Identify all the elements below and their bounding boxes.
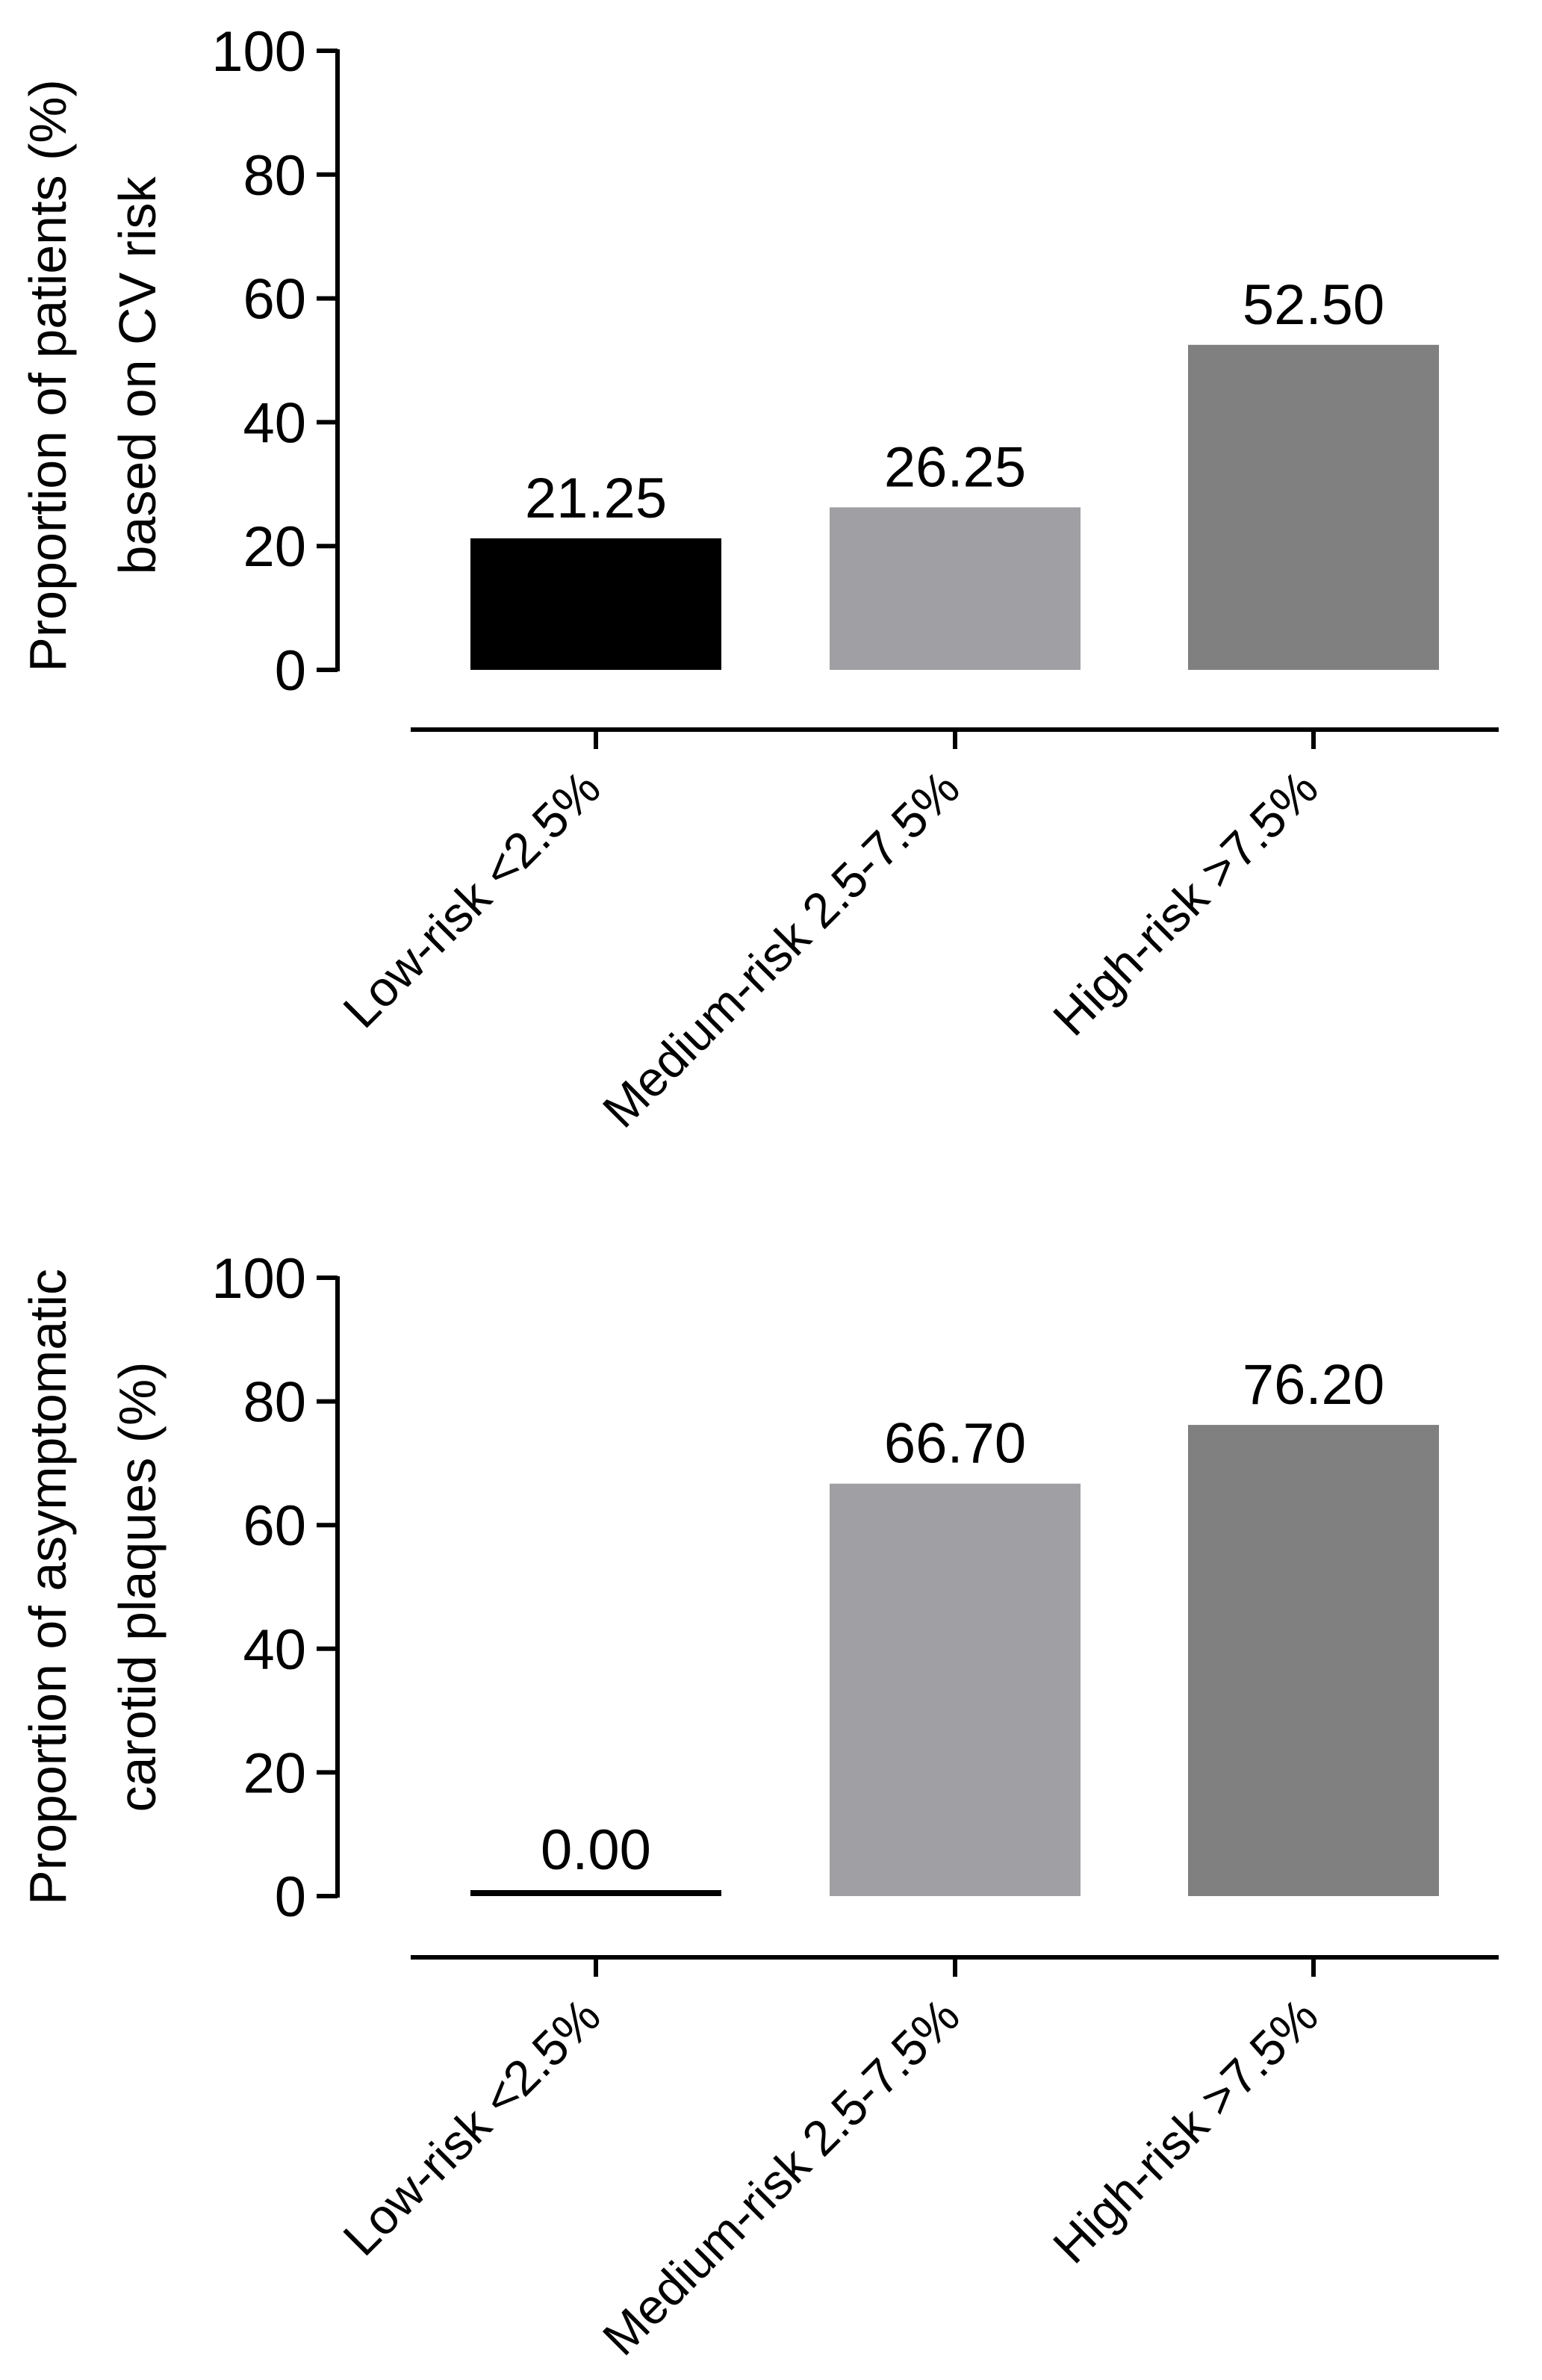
bar-value-label: 26.25: [884, 435, 1026, 499]
y-tick-label: 60: [243, 268, 306, 332]
y-tick-label: 40: [243, 391, 306, 455]
bar: [470, 538, 721, 670]
y-tick-label: 0: [275, 1865, 306, 1929]
x-category-label: Medium-risk 2.5-7.5%: [592, 760, 970, 1138]
y-tick-label: 20: [243, 515, 306, 579]
bar-value-label: 0.00: [541, 1818, 651, 1882]
y-tick-label: 40: [243, 1618, 306, 1682]
x-category-label: Medium-risk 2.5-7.5%: [592, 1988, 970, 2366]
y-tick-label: 0: [275, 639, 306, 703]
chart-cv-risk-proportion: 0 20 40 60 80 100 Proportion of patients (%) ba…: [19, 20, 1499, 1138]
bar: [830, 1483, 1081, 1896]
bar-value-label: 76.20: [1243, 1353, 1384, 1417]
bar-value-label: 21.25: [525, 467, 667, 530]
chart-carotid-plaques-proportion: 0 20 40 60 80 100 Proportion of asymptomatic ca…: [19, 1247, 1499, 2366]
x-category-label: High-risk >7.5%: [1042, 760, 1328, 1046]
y-tick-label: 100: [211, 20, 306, 84]
x-category-label: Low-risk <2.5%: [332, 760, 611, 1039]
y-tick-label: 80: [243, 1371, 306, 1435]
bar: [1188, 344, 1439, 670]
x-category-label: Low-risk <2.5%: [332, 1988, 611, 2266]
y-axis-title-line: carotid plaques (%): [108, 1361, 167, 1812]
y-axis-title-line: Proportion of patients (%): [19, 79, 77, 672]
y-axis-title-line: based on CV risk: [108, 175, 167, 574]
bar: [830, 507, 1081, 670]
bar: [1188, 1425, 1439, 1896]
bar-value-label: 66.70: [884, 1412, 1026, 1476]
y-tick-label: 80: [243, 144, 306, 208]
bar: [470, 1890, 721, 1896]
x-category-label: High-risk >7.5%: [1042, 1988, 1328, 2274]
bar-value-label: 52.50: [1243, 273, 1384, 337]
y-tick-label: 20: [243, 1741, 306, 1805]
y-tick-label: 100: [211, 1247, 306, 1311]
y-tick-label: 60: [243, 1494, 306, 1558]
y-axis-title-line: Proportion of asymptomatic: [19, 1269, 77, 1905]
